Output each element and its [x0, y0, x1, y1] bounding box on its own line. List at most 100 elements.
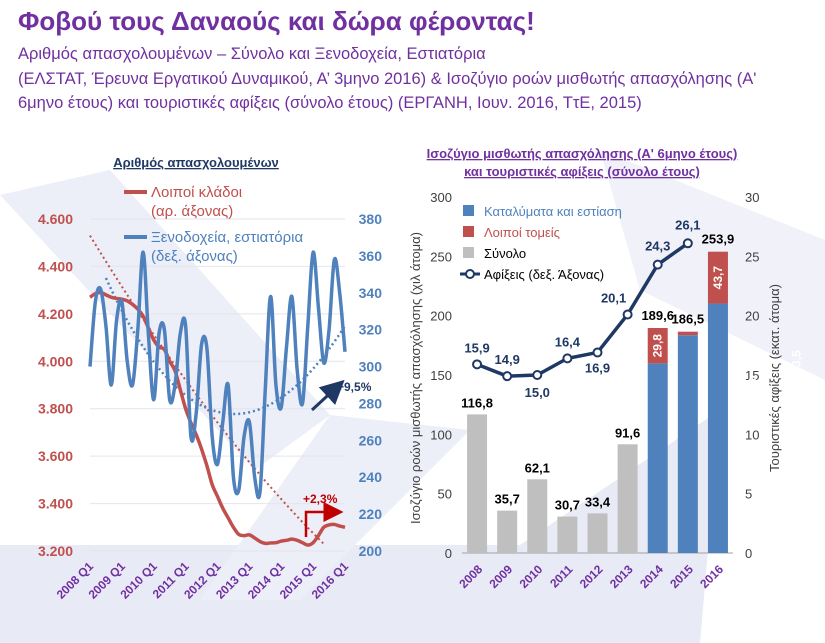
bar-other-sectors-label: 43,7 [711, 266, 725, 290]
annotation-blue-trend: +9,5% [337, 380, 372, 394]
series-line-hotels-restaurants [88, 250, 347, 500]
left-y-axis: 3.200 3.400 3.600 3.800 4.000 4.200 4.400 4.600 [38, 211, 73, 559]
left-grid [90, 218, 345, 552]
right-y-tick: 250 [430, 249, 452, 264]
arrivals-label: 20,1 [601, 290, 626, 305]
bar-total [617, 444, 638, 553]
right-y-tick: 0 [445, 546, 452, 561]
left-y-tick: 4.200 [38, 306, 73, 322]
bar-other-sectors-label: 29,8 [651, 334, 665, 358]
bar-accommodation-label: 183,5 [790, 350, 804, 380]
right-y-tick: 300 [430, 190, 452, 205]
bar-total-label: 116,8 [461, 395, 493, 410]
bar-total-label: 62,1 [525, 460, 550, 475]
right-y-tick: 200 [359, 543, 383, 559]
right-y-axis-label: Ισοζύγιο ροών μισθωτής απασχόλησης (χιλ … [408, 232, 423, 524]
right-y-tick: 260 [359, 432, 383, 448]
arrivals-label: 15,0 [525, 385, 550, 400]
right-y-tick: 220 [359, 506, 383, 522]
right-y-tick: 200 [430, 309, 452, 324]
right-x-tick: 2016 [697, 562, 726, 591]
bar-total [587, 513, 608, 553]
arrivals-point [622, 309, 633, 320]
arrivals-point [682, 238, 693, 249]
right-y-tick: 280 [359, 395, 383, 411]
bar-accommodation [707, 303, 728, 553]
right-y-tick: 150 [430, 368, 452, 383]
bar-other-sectors [707, 251, 728, 304]
legend-blue-label: Ξενοδοχεία, εστιατόρια (δεξ. άξονας) [151, 229, 303, 265]
arrivals-label: 26,1 [675, 217, 700, 232]
right-x-tick: 2009 [487, 562, 516, 591]
right-x-tick: 2013 [607, 562, 636, 591]
left-chart-title: Αριθμός απασχολουμένων [113, 155, 279, 170]
right-y2-tick: 25 [745, 249, 759, 264]
legend-label: Σύνολο [484, 246, 526, 261]
right-y2-tick: 15 [745, 368, 759, 383]
legend-label: Αφίξεις (δεξ. Άξονας) [484, 267, 604, 282]
legend-swatch [463, 247, 474, 258]
legend-label: Καταλύματα και εστίαση [484, 204, 622, 219]
series-line-other-sectors [88, 290, 346, 547]
page-title: Φοβού τους Δαναούς και δώρα φέροντας! [18, 6, 535, 36]
right-x-tick: 2011 [547, 562, 576, 591]
right-y2-tick: 10 [745, 427, 759, 442]
arrivals-point [652, 259, 663, 270]
right-bars: 116,835,762,130,7 33,491,6159,829,8189,61… [461, 232, 804, 553]
left-y-tick: 3.400 [38, 496, 73, 512]
bar-total-label: 33,4 [585, 494, 611, 509]
arrivals-point [592, 347, 603, 358]
arrivals-label: 16,4 [555, 334, 581, 349]
right-y2-tick: 0 [745, 546, 752, 561]
bar-total-label: 189,6 [641, 308, 674, 323]
legend-swatch [463, 226, 474, 237]
right-legend: Καταλύματα και εστίαση Λοιποί τομείς Σύνολ… [460, 204, 622, 282]
right-chart-title-line-1: Ισοζύγιο μισθωτής απασχόλησης (Α' 6μηνο … [427, 146, 738, 161]
right-y-tick: 100 [430, 427, 452, 442]
right-x-tick: 2015 [667, 562, 696, 591]
right-y-tick: 50 [438, 487, 452, 502]
right-y2-tick: 20 [745, 309, 759, 324]
left-series [88, 235, 347, 547]
legend-swatch-marker [465, 269, 475, 279]
bar-accommodation [677, 335, 698, 553]
right-y2-tick: 5 [745, 487, 752, 502]
right-y2-axis-label: Τουριστικές αφίξεις (εκατ. άτομα) [767, 284, 782, 472]
right-arrivals-line: 15,9 14,9 15,0 16,4 16,9 20,1 24,3 26,1 [464, 217, 700, 400]
left-right-y-axis: 200 220 240 260 280 300 320 340 360 380 [359, 211, 383, 559]
right-y-tick: 240 [359, 469, 383, 485]
arrivals-point [532, 370, 543, 380]
right-x-tick: 2012 [577, 562, 606, 591]
left-legend: Λοιποί κλάδοι (αρ. άξονας) Ξενοδοχεία, εσ… [124, 184, 303, 265]
right-x-tick: 2010 [517, 562, 546, 591]
bar-accommodation-label: 159,8 [746, 378, 760, 408]
bar-total-label: 186,5 [672, 312, 705, 327]
arrivals-line [476, 241, 689, 378]
legend-red-label: Λοιποί κλάδοι (αρ. άξονας) [151, 184, 242, 220]
bar-total-label: 35,7 [495, 492, 520, 507]
right-y-tick: 340 [359, 285, 383, 301]
bar-total [527, 479, 548, 553]
right-y2-tick: 30 [745, 190, 759, 205]
bar-total [497, 510, 518, 553]
bar-other-sectors [677, 331, 698, 336]
arrivals-point [472, 359, 483, 370]
bar-other-sectors [647, 328, 668, 364]
bar-total [557, 516, 578, 553]
bar-total-label: 91,6 [615, 425, 640, 440]
annotation-red-trend: +2,3% [303, 492, 338, 506]
legend-label: Λοιποί τομείς [484, 225, 560, 240]
legend-swatch [463, 205, 474, 216]
right-x-tick: 2014 [637, 562, 666, 591]
arrivals-label: 15,9 [464, 340, 489, 355]
right-x-tick: 2008 [456, 562, 485, 591]
right-y-tick: 380 [359, 211, 383, 227]
arrivals-label: 14,9 [495, 352, 520, 367]
left-y-tick: 3.600 [38, 448, 73, 464]
left-y-tick: 4.600 [38, 211, 73, 227]
left-y-tick: 3.200 [38, 543, 73, 559]
right-chart-title-line-2: και τουριστικές αφίξεις (σύνολο έτους) [464, 164, 700, 179]
left-y-tick: 4.000 [38, 353, 73, 369]
